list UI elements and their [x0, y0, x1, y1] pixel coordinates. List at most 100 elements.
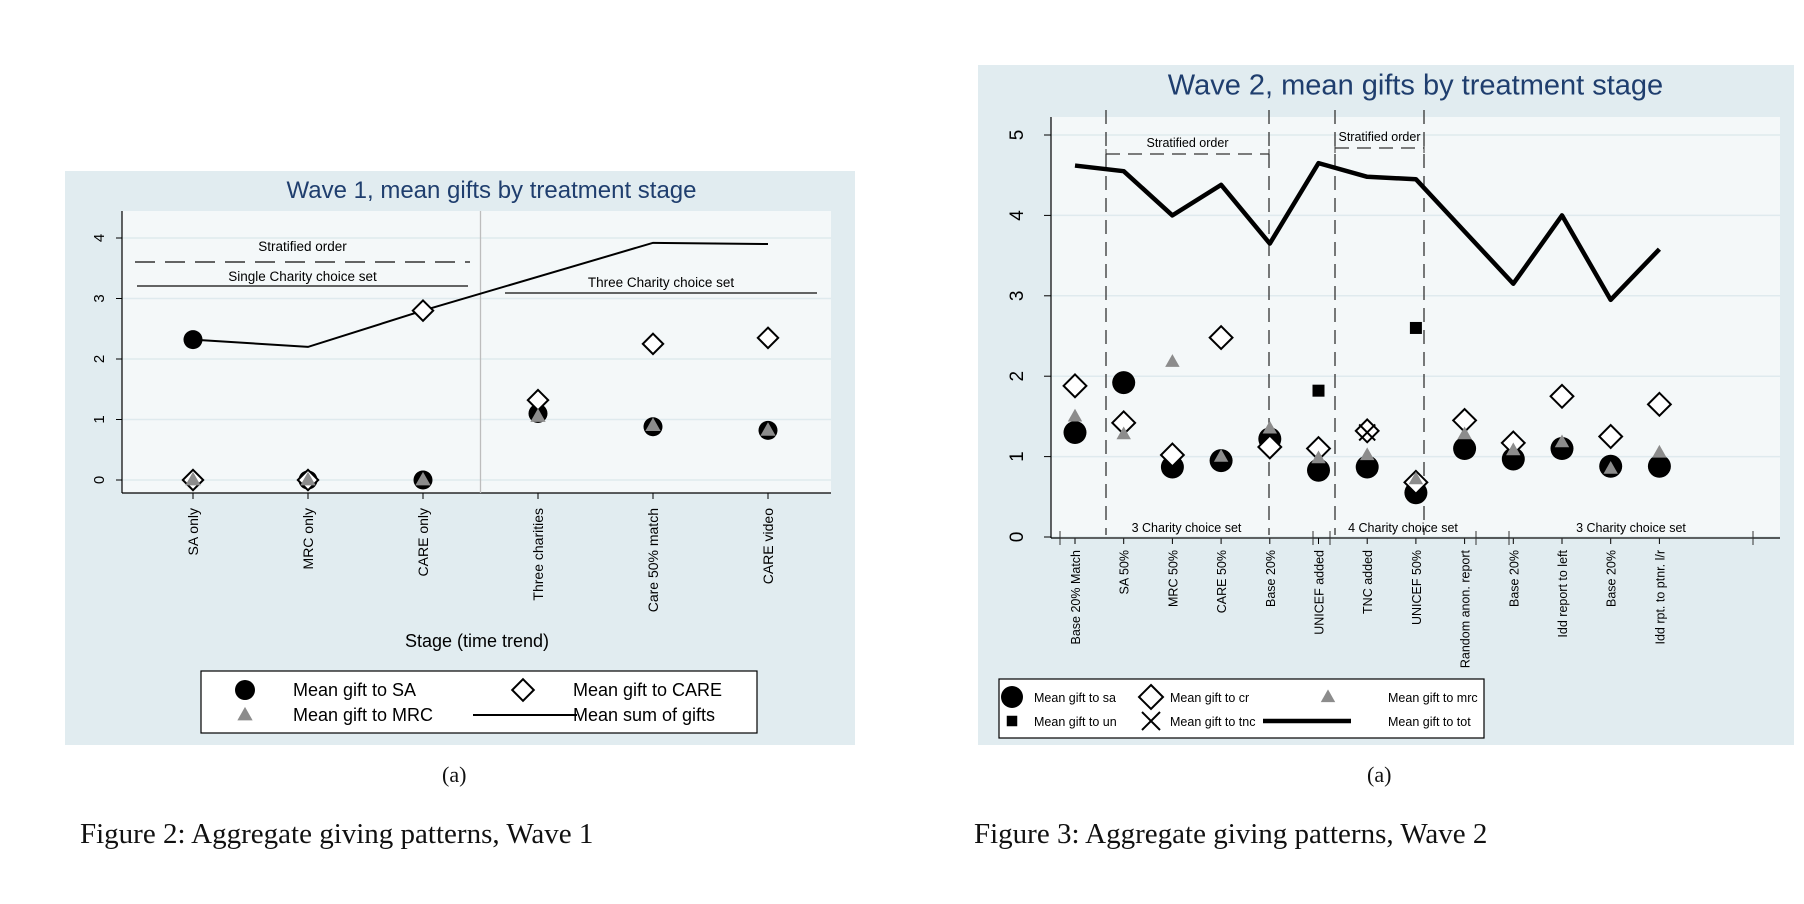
legend-key-x: [1141, 711, 1161, 731]
x-tick-label: Care 50% match: [645, 508, 661, 612]
wave2-chart: Wave 2, mean gifts by treatment stage 0 1 2…: [998, 70, 1780, 739]
marker-triangle: [1652, 444, 1667, 458]
x-tick-label: Base 20%: [1507, 550, 1521, 607]
legend: Mean gift to SA Mean gift to CARE Mean gif…: [200, 670, 758, 734]
bracket-label: Stratified order: [258, 239, 347, 254]
marker-diamond: [1256, 434, 1283, 460]
wave1-chart: Wave 1, mean gifts by treatment stage 0 1 2…: [91, 177, 831, 734]
marker-diamond: [756, 326, 780, 350]
x-tick-label: CARE video: [760, 508, 776, 584]
legend: Mean gift to sa Mean gift to cr Mean gift …: [998, 678, 1485, 739]
marker-x: [1358, 423, 1376, 442]
marker-circle: [1307, 458, 1330, 482]
bottom-bracket-label: 4 Charity choice set: [1348, 521, 1458, 535]
x-tick-label: Base 20% Match: [1069, 550, 1083, 645]
chart-title: Wave 1, mean gifts by treatment stage: [287, 177, 697, 204]
marker-triangle: [185, 471, 201, 486]
marker-circle: [1647, 454, 1671, 478]
legend-label: Mean sum of gifts: [573, 705, 715, 725]
y-tick-label: 4: [1007, 210, 1028, 221]
marker-triangle: [300, 471, 316, 486]
y-tick-label: 0: [1007, 532, 1028, 543]
legend-label: Mean gift to SA: [293, 680, 416, 700]
plot-area: [122, 211, 831, 493]
legend-label: Mean gift to cr: [1170, 691, 1249, 705]
marker-diamond: [1597, 423, 1624, 450]
marker-triangle: [1067, 408, 1083, 422]
legend-box: [998, 678, 1485, 739]
x-tick-label: SA only: [185, 508, 201, 555]
marker-triangle: [1506, 442, 1521, 456]
bracket-label: Three Charity choice set: [588, 275, 735, 290]
x-tick-label: UNICEF added: [1313, 550, 1327, 635]
legend-label: Mean gift to CARE: [573, 680, 722, 700]
series-line-mean-gift-to-tot: [1074, 160, 1662, 303]
marker-diamond: [1354, 418, 1381, 444]
legend-label: Mean gift to tnc: [1170, 715, 1255, 729]
x-tick-label: MRC only: [300, 508, 316, 569]
y-tick-label: 2: [1007, 371, 1028, 382]
y-tick-label: 5: [1007, 130, 1028, 141]
marker-diamond: [1062, 373, 1088, 399]
legend-key-circle: [235, 680, 255, 700]
bracket-label: Single Charity choice set: [228, 269, 377, 284]
y-tick-label: 2: [91, 355, 108, 363]
x-tick-label: Idd report to left: [1556, 549, 1570, 637]
y-tick-label: 1: [91, 415, 108, 423]
top-bracket-label: Stratified order: [1147, 136, 1229, 150]
marker-circle: [1112, 371, 1136, 395]
marker-triangle: [1408, 471, 1424, 485]
legend-label: Mean gift to tot: [1388, 715, 1471, 729]
x-tick-label: SA 50%: [1118, 550, 1132, 594]
x-tick-label: CARE only: [415, 508, 431, 576]
y-tick-label: 1: [1007, 451, 1028, 462]
x-tick-label: Three charities: [530, 508, 546, 601]
marker-square: [1312, 384, 1325, 397]
marker-circle: [183, 330, 203, 350]
figure3-sublabel: (a): [1367, 762, 1392, 787]
x-tick-label: UNICEF 50%: [1410, 550, 1424, 625]
legend-label: Mean gift to un: [1034, 715, 1117, 729]
bottom-bracket-label: 3 Charity choice set: [1576, 521, 1686, 535]
legend-box: [200, 670, 758, 734]
marker-diamond: [641, 332, 665, 356]
legend-key-triangle: [1320, 689, 1336, 703]
y-tick-label: 4: [91, 234, 108, 242]
legend-key-triangle: [237, 706, 253, 721]
wave2-chart-panel: Wave 2, mean gifts by treatment stage 0 1 2…: [978, 65, 1794, 745]
figure2-sublabel: (a): [442, 762, 467, 787]
x-tick-label: Base 20%: [1605, 550, 1619, 607]
x-axis-label: Stage (time trend): [405, 631, 549, 651]
x-tick-label: CARE 50%: [1215, 550, 1229, 613]
figure2-caption: Figure 2: Aggregate giving patterns, Wav…: [80, 818, 594, 850]
marker-square: [1409, 321, 1422, 334]
marker-diamond: [1159, 442, 1186, 468]
x-tick-label: Idd rpt. to ptnr. l/r: [1653, 550, 1667, 645]
y-tick-label: 3: [91, 294, 108, 302]
legend-label: Mean gift to sa: [1034, 691, 1116, 705]
marker-triangle: [645, 417, 661, 431]
bottom-bracket-label: 3 Charity choice set: [1132, 521, 1242, 535]
marker-diamond: [1646, 391, 1673, 418]
marker-triangle: [415, 471, 431, 486]
marker-triangle: [1603, 461, 1618, 474]
legend-key-diamond: [1137, 683, 1165, 711]
y-tick-label: 0: [91, 476, 108, 484]
marker-triangle: [1457, 426, 1472, 440]
marker-triangle: [1262, 420, 1278, 434]
marker-triangle: [530, 408, 546, 422]
marker-triangle: [1311, 450, 1326, 464]
legend-key-diamond: [510, 677, 536, 703]
x-tick-label: Base 20%: [1264, 550, 1278, 607]
marker-triangle: [1213, 448, 1229, 462]
chart-title: Wave 2, mean gifts by treatment stage: [1168, 70, 1663, 102]
marker-diamond: [1208, 324, 1234, 351]
y-tick-label: 3: [1007, 291, 1028, 302]
marker-triangle: [1165, 354, 1180, 367]
marker-diamond: [411, 298, 435, 323]
marker-triangle: [1554, 434, 1570, 448]
marker-triangle: [760, 422, 776, 436]
figure3-caption: Figure 3: Aggregate giving patterns, Wav…: [974, 818, 1488, 850]
marker-triangle: [1116, 426, 1131, 440]
wave1-chart-panel: Wave 1, mean gifts by treatment stage 0 1 2…: [65, 171, 855, 745]
